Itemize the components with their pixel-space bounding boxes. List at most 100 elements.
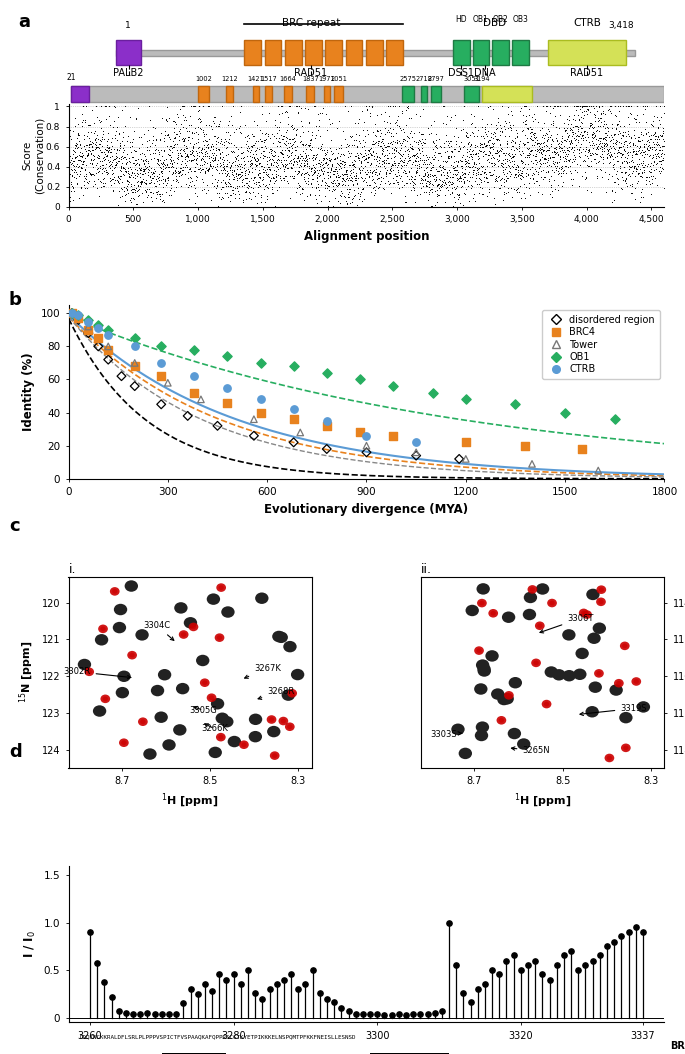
Point	[641, 126, 652, 143]
Point	[630, 130, 640, 147]
Point	[406, 139, 416, 156]
Point	[644, 162, 655, 179]
Point	[596, 162, 607, 179]
Point	[329, 162, 340, 179]
Point	[643, 124, 653, 141]
Point	[175, 148, 186, 164]
Point	[634, 133, 645, 150]
Point	[244, 172, 255, 189]
Point	[222, 379, 233, 396]
Point	[360, 157, 371, 174]
Point	[270, 173, 281, 190]
Point	[594, 133, 605, 150]
Point	[571, 131, 582, 148]
Point	[508, 159, 519, 176]
Point	[393, 98, 404, 115]
Point	[530, 125, 540, 142]
Point	[287, 117, 298, 134]
Point	[119, 118, 130, 135]
Point	[134, 177, 145, 194]
Point	[558, 153, 569, 170]
Point	[238, 153, 249, 170]
Ellipse shape	[232, 740, 237, 743]
Point	[336, 147, 347, 163]
Point	[343, 157, 354, 174]
Point	[168, 159, 179, 176]
Ellipse shape	[619, 711, 632, 723]
Point	[148, 163, 159, 180]
Point	[342, 102, 353, 119]
Point	[158, 152, 169, 169]
Point	[526, 120, 537, 137]
Point	[292, 98, 303, 115]
Point	[360, 150, 371, 167]
Point	[108, 160, 119, 177]
Point	[303, 167, 314, 183]
Ellipse shape	[586, 589, 599, 600]
Point	[266, 184, 277, 201]
Point	[179, 142, 190, 159]
Point	[519, 137, 530, 154]
Point	[586, 133, 597, 150]
Ellipse shape	[621, 714, 630, 721]
Point	[565, 133, 576, 150]
Point	[241, 148, 252, 164]
Point	[606, 132, 616, 149]
Point	[186, 173, 197, 190]
Point	[210, 109, 221, 125]
Point	[226, 163, 237, 180]
Point	[338, 170, 349, 187]
Point	[457, 149, 468, 165]
Point	[190, 179, 201, 196]
Point	[460, 391, 471, 408]
Point	[425, 159, 436, 176]
Point	[134, 169, 145, 186]
Point	[335, 157, 346, 174]
Point	[439, 176, 450, 193]
Point	[573, 128, 584, 144]
Point	[572, 122, 583, 139]
Point	[168, 133, 179, 150]
Point	[477, 186, 488, 202]
Point	[298, 169, 309, 186]
Text: a: a	[18, 13, 30, 31]
Point	[490, 172, 501, 189]
Point	[105, 143, 116, 160]
Point	[81, 157, 92, 174]
Point	[308, 147, 319, 163]
Point	[426, 167, 437, 183]
Point	[423, 186, 434, 202]
Ellipse shape	[577, 649, 586, 657]
Point	[122, 164, 133, 181]
Point	[607, 135, 618, 152]
Point	[658, 150, 669, 167]
Point	[520, 149, 531, 165]
Point	[636, 168, 647, 184]
Point	[340, 131, 351, 148]
Point	[412, 139, 423, 156]
Point	[490, 120, 501, 137]
Point	[611, 120, 622, 137]
Point	[155, 354, 166, 371]
Point	[253, 155, 264, 172]
Point	[126, 178, 137, 195]
Point	[506, 141, 516, 158]
Point	[651, 130, 662, 147]
Point	[447, 142, 458, 159]
Point	[368, 123, 379, 140]
Point	[209, 177, 220, 194]
Point	[320, 153, 331, 170]
Point	[382, 141, 393, 158]
Point	[142, 154, 153, 171]
Point	[94, 136, 105, 153]
Ellipse shape	[112, 589, 117, 593]
Point	[281, 151, 292, 168]
Point	[270, 154, 281, 171]
Point	[378, 170, 389, 187]
Point	[297, 164, 308, 181]
Point	[169, 182, 179, 199]
Point	[482, 151, 493, 168]
Point	[252, 165, 263, 182]
Point	[246, 141, 257, 158]
Point	[109, 175, 120, 192]
